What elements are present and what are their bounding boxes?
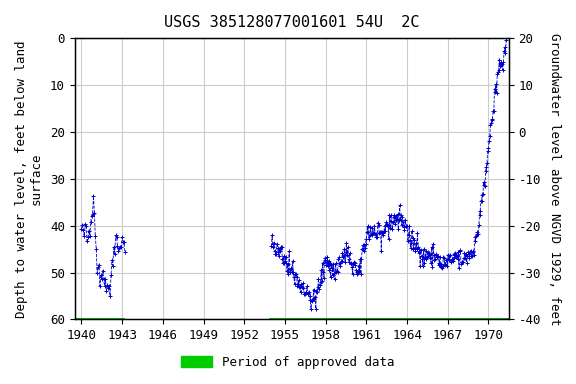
Y-axis label: Depth to water level, feet below land
surface: Depth to water level, feet below land su… <box>15 40 43 318</box>
Bar <box>75 318 125 321</box>
Bar <box>268 318 509 321</box>
Y-axis label: Groundwater level above NGVD 1929, feet: Groundwater level above NGVD 1929, feet <box>548 33 561 325</box>
Legend: Period of approved data: Period of approved data <box>176 351 400 374</box>
Title: USGS 385128077001601 54U  2C: USGS 385128077001601 54U 2C <box>164 15 419 30</box>
